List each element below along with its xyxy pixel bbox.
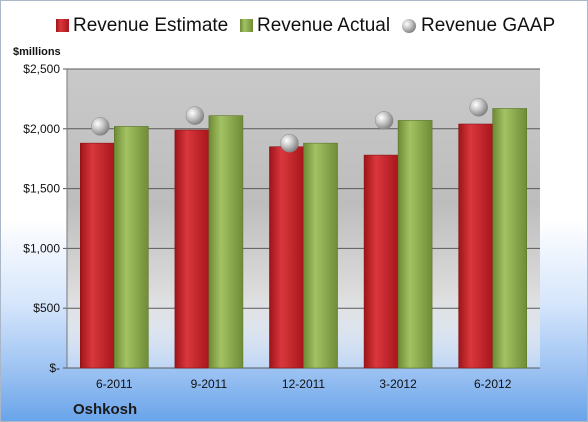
bar-estimate [269,146,304,369]
y-tick-label: $2,500 [23,62,60,76]
bar-actual [397,120,433,369]
legend-label-estimate: Revenue Estimate [73,15,228,36]
legend-swatch-estimate [56,19,69,32]
y-tick-label: $2,000 [23,122,60,136]
legend-label-actual: Revenue Actual [257,15,390,36]
x-tick-label: 6-2011 [96,377,133,391]
gaap-marker [469,98,488,117]
bar-estimate [80,142,115,369]
x-tick-label: 12-2011 [282,377,325,391]
y-tick-label: $500 [33,301,60,315]
x-tick-label: 6-2012 [474,377,512,391]
y-tick-label: $- [49,361,60,375]
legend: Revenue Estimate Revenue Actual Revenue … [56,15,555,36]
x-axis-ticks: 6-2011 9-2011 12-2011 3-2012 6-2012 [96,377,512,391]
gaap-marker [280,133,299,153]
bar-actual [208,115,244,369]
bar-actual [303,142,338,369]
x-tick-label: 3-2012 [379,377,417,391]
company-name: Oshkosh [73,401,137,418]
gaap-marker [374,111,394,130]
gaap-markers [91,98,488,153]
unit-label: $millions [13,46,61,58]
bar-estimate [363,154,399,369]
bar-estimate [174,129,210,369]
x-tick-label: 9-2011 [191,377,228,391]
bar-actual [492,108,528,369]
legend-swatch-actual [240,19,253,32]
y-tick-label: $1,000 [23,241,60,255]
y-tick-label: $1,500 [23,182,60,196]
legend-label-gaap: Revenue GAAP [421,15,555,36]
bar-actual [114,126,149,369]
bars [80,108,528,369]
y-axis-ticks: $- $500 $1,000 $1,500 $2,000 $2,500 [23,62,68,375]
gaap-marker [185,106,205,125]
gaap-marker [91,117,110,136]
bar-estimate [458,123,494,369]
legend-swatch-gaap [402,19,416,33]
